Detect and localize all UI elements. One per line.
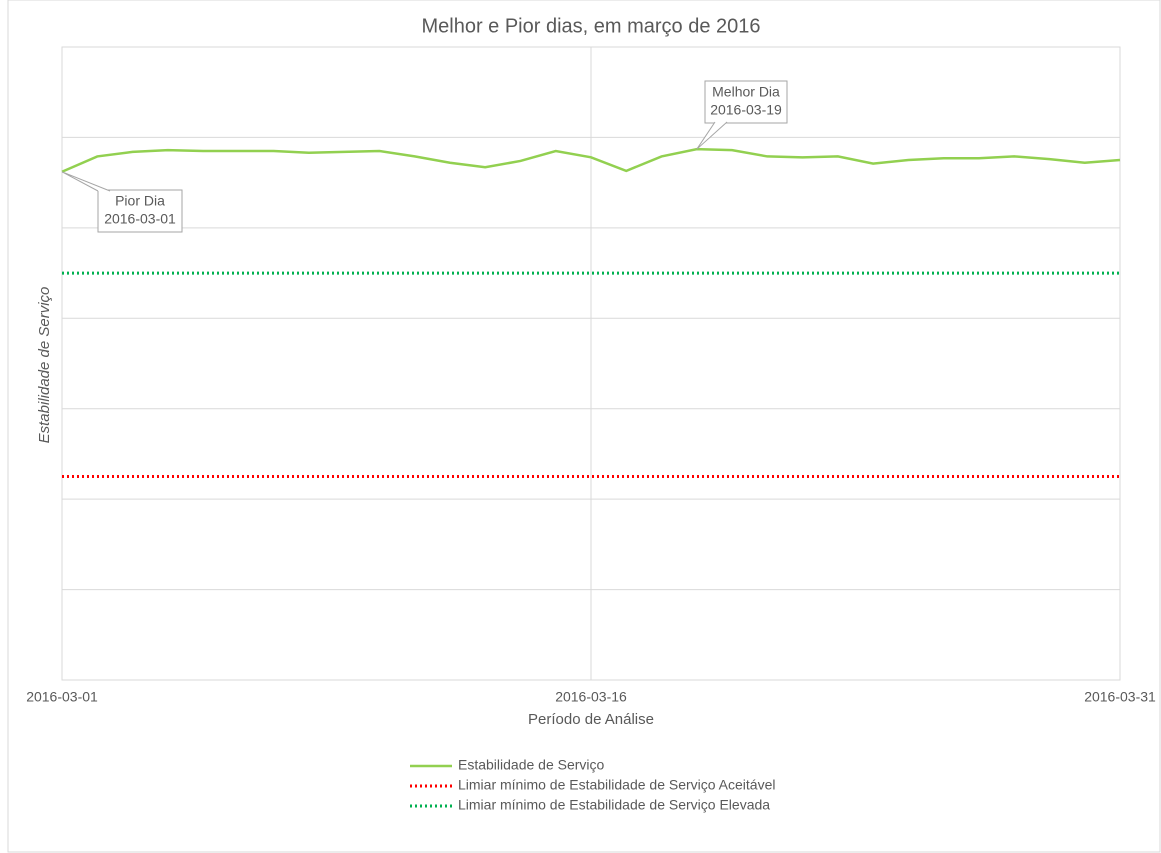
annotation-text: Pior Dia bbox=[115, 193, 165, 209]
chart-border bbox=[7, 0, 1161, 853]
legend-label: Limiar mínimo de Estabilidade de Serviço… bbox=[458, 777, 776, 793]
x-tick-label: 2016-03-31 bbox=[1084, 689, 1156, 705]
callout-box bbox=[704, 80, 788, 124]
annotation-text: 2016-03-19 bbox=[710, 102, 782, 118]
legend-label: Limiar mínimo de Estabilidade de Serviço… bbox=[458, 797, 770, 813]
annotation-text: 2016-03-01 bbox=[104, 211, 176, 227]
callout-pointer bbox=[696, 121, 728, 150]
legend-label: Estabilidade de Serviço bbox=[458, 757, 605, 773]
y-axis-title: Estabilidade de Serviço bbox=[36, 287, 53, 444]
x-axis-title: Período de Análise bbox=[528, 711, 654, 728]
series-line bbox=[61, 147, 1121, 173]
callout-box bbox=[97, 189, 183, 233]
chart-title: Melhor e Pior dias, em março de 2016 bbox=[421, 15, 760, 37]
callout-pointer bbox=[61, 171, 111, 192]
x-tick-label: 2016-03-01 bbox=[26, 689, 98, 705]
annotation-text: Melhor Dia bbox=[712, 84, 780, 100]
x-tick-label: 2016-03-16 bbox=[555, 689, 627, 705]
